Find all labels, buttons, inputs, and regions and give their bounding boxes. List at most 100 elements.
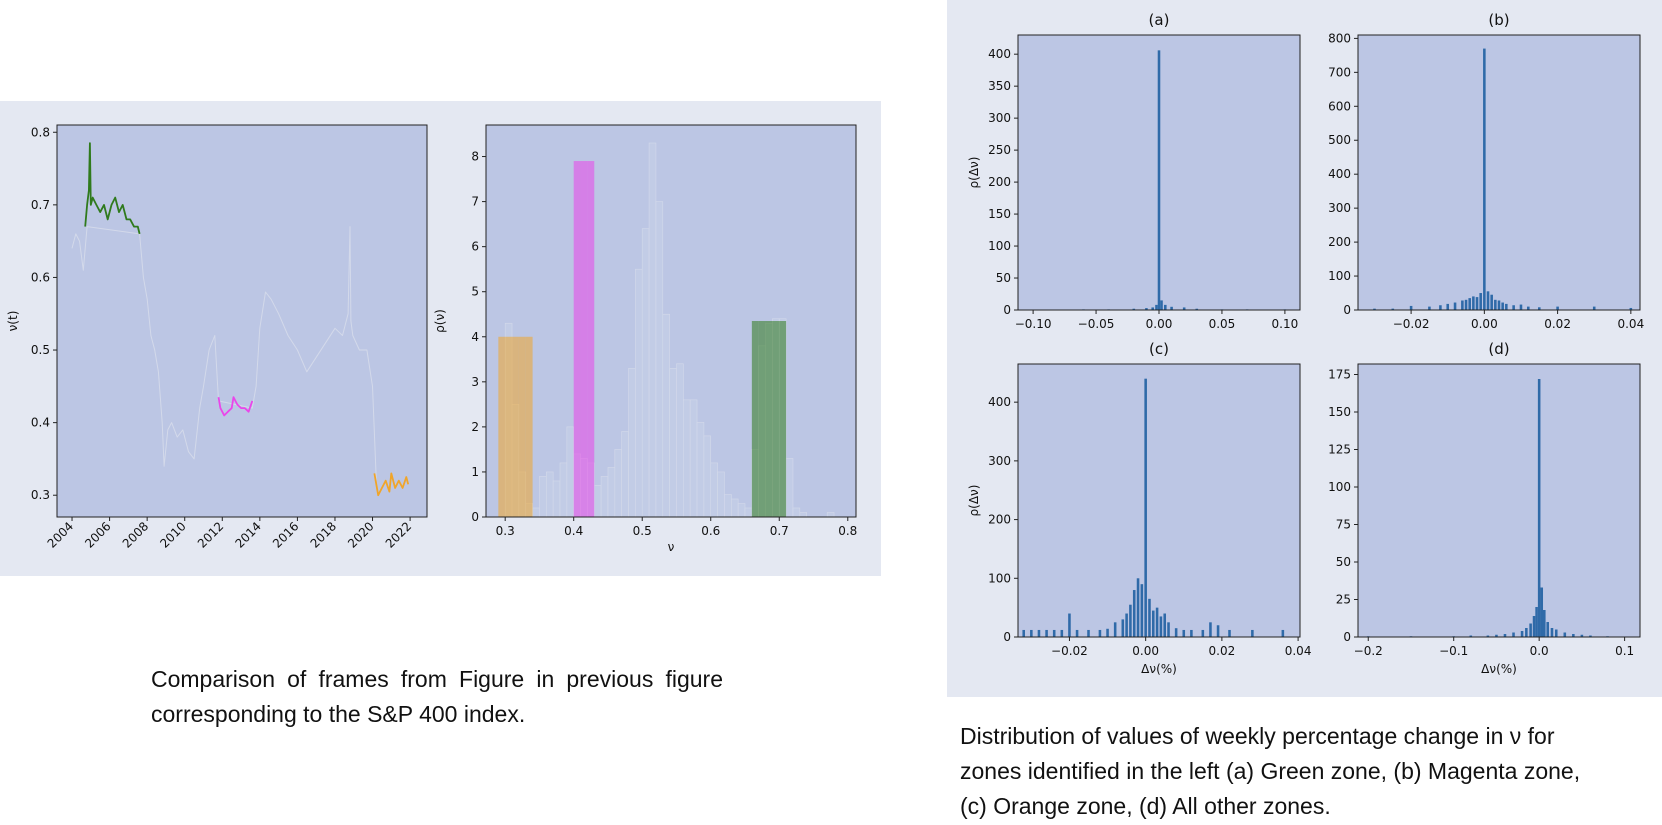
hist-a-bar	[1151, 307, 1154, 310]
hist-a-ytick-label: 200	[988, 175, 1011, 189]
hist-c-bar	[1182, 629, 1186, 637]
hist-b-bar	[1512, 305, 1515, 310]
hist-b-ytick-label: 300	[1328, 201, 1351, 215]
hist-b-bar	[1468, 298, 1471, 310]
hist-b-bar	[1527, 306, 1530, 310]
hist-b-bar	[1373, 308, 1376, 310]
hist-d-bar	[1520, 631, 1524, 637]
density-bar-green	[765, 321, 773, 517]
hist-d-xtick-label: −0.2	[1354, 644, 1383, 658]
hist-c-bar	[1216, 625, 1220, 637]
hist-b-bar	[1409, 305, 1413, 310]
hist-c-bar	[1106, 628, 1109, 637]
timeseries-xtick-label: 2012	[195, 519, 226, 550]
hist-d-bar	[1554, 629, 1558, 637]
density-bar-other	[566, 426, 575, 517]
hist-a-ytick-label: 250	[988, 143, 1011, 157]
timeseries-ytick-label: 0.5	[31, 343, 50, 357]
timeseries-chart: 2004 2006 2008 2010 2012 2014 2016 2018 2020 2022…	[6, 124, 428, 551]
hist-a-bar	[1182, 307, 1186, 310]
timeseries-xtick-label: 2014	[232, 519, 263, 550]
density-ytick-label: 8	[471, 150, 479, 164]
hist-b-ytick-label: 700	[1328, 65, 1351, 79]
hist-d-ytick-label: 125	[1328, 443, 1351, 457]
hist-b-bar	[1497, 300, 1501, 310]
hist-c-bar	[1159, 616, 1163, 637]
hist-a-chart: −0.10 −0.05 0.00 0.05 0.10 0 50 100 150 200 250 300…	[967, 11, 1301, 331]
hist-b-ytick-label: 800	[1328, 31, 1351, 45]
density-bar-other	[730, 498, 739, 517]
density-bar-other	[635, 268, 643, 517]
hist-c-bar	[1022, 629, 1025, 637]
density-bar-other	[689, 399, 698, 517]
density-bar-green	[751, 321, 759, 517]
hist-a-ytick-label: 50	[996, 271, 1011, 285]
hist-b-bar	[1519, 304, 1523, 310]
density-bar-magenta	[580, 161, 588, 517]
hist-d-frame	[1357, 363, 1641, 638]
hist-b-bar	[1505, 303, 1508, 310]
hist-c-ytick-label: 100	[988, 571, 1011, 585]
density-bar-other	[648, 142, 657, 517]
timeseries-xtick-label: 2020	[345, 519, 376, 550]
hist-a-xtick-label: −0.05	[1078, 317, 1115, 331]
hist-b-bar	[1428, 306, 1431, 310]
hist-d-bar	[1512, 632, 1515, 637]
density-ytick-label: 1	[471, 465, 479, 479]
density-xtick-label: 0.5	[633, 524, 652, 538]
hist-a-title: (a)	[1149, 11, 1170, 29]
hist-c-plot-area	[1018, 364, 1300, 637]
hist-d-bar	[1503, 634, 1507, 637]
timeseries-ytick-label: 0.7	[31, 198, 50, 212]
hist-b-bar	[1475, 297, 1479, 310]
density-bar-other	[559, 462, 568, 517]
hist-c-bar	[1251, 629, 1254, 637]
timeseries-plot-area	[57, 125, 427, 517]
hist-a-bar	[1160, 300, 1163, 310]
hist-c-bar	[1152, 610, 1155, 637]
hist-a-bar	[1164, 304, 1167, 310]
hist-b-bar	[1538, 307, 1541, 310]
hist-a-ylabel: ρ(Δν)	[967, 157, 981, 189]
hist-c-bar	[1121, 619, 1125, 637]
series-line-orange	[373, 472, 410, 497]
hist-d-bar	[1525, 628, 1528, 637]
hist-c-xtick-label: −0.02	[1051, 644, 1088, 658]
hist-d-ytick-label: 75	[1336, 518, 1351, 532]
timeseries-xtick-label: 2022	[383, 519, 414, 550]
density-bar-other	[717, 471, 725, 517]
density-bar-magenta	[587, 161, 595, 517]
hist-a-bar	[1170, 306, 1173, 310]
hist-a-ytick-label: 100	[988, 239, 1011, 253]
density-xtick-label: 0.4	[564, 524, 583, 538]
hist-b-bar	[1446, 303, 1450, 310]
timeseries-xtick-label: 2004	[45, 519, 76, 550]
hist-c-bar	[1281, 629, 1285, 637]
hist-c-bar	[1045, 629, 1048, 637]
hist-b-bar	[1439, 305, 1442, 310]
timeseries-ytick-label: 0.3	[31, 488, 50, 502]
hist-d-ytick-label: 50	[1336, 555, 1351, 569]
hist-c-frame	[1017, 363, 1301, 638]
hist-b-ytick-label: 100	[1328, 269, 1351, 283]
hist-b-bar	[1453, 302, 1457, 310]
density-bar-orange	[518, 336, 526, 517]
hist-c-bar	[1136, 578, 1140, 637]
density-bar-magenta	[573, 161, 581, 517]
hist-b-xtick-label: 0.02	[1544, 317, 1571, 331]
caption-right: Distribution of values of weekly percent…	[960, 719, 1660, 824]
hist-a-bar	[1195, 308, 1199, 310]
density-bar-other	[683, 399, 691, 517]
hist-d-bar	[1495, 634, 1498, 637]
density-bar-other	[799, 512, 807, 517]
hist-d-bar	[1543, 610, 1546, 637]
hist-a-bar	[1145, 308, 1148, 310]
hist-a-ytick-label: 400	[988, 47, 1011, 61]
hist-a-ytick-label: 150	[988, 207, 1011, 221]
density-bar-other	[539, 476, 547, 517]
hist-b-ytick-label: 600	[1328, 99, 1351, 113]
density-ytick-label: 5	[471, 285, 479, 299]
density-chart: 0.3 0.4 0.5 0.6 0.7 0.8 0 1 2 3 4 5 6 7 8 ρ(ν) ν	[433, 124, 857, 554]
hist-b-bar	[1629, 307, 1633, 310]
caption-right-line-3: (c) Orange zone, (d) All other zones.	[960, 793, 1331, 819]
